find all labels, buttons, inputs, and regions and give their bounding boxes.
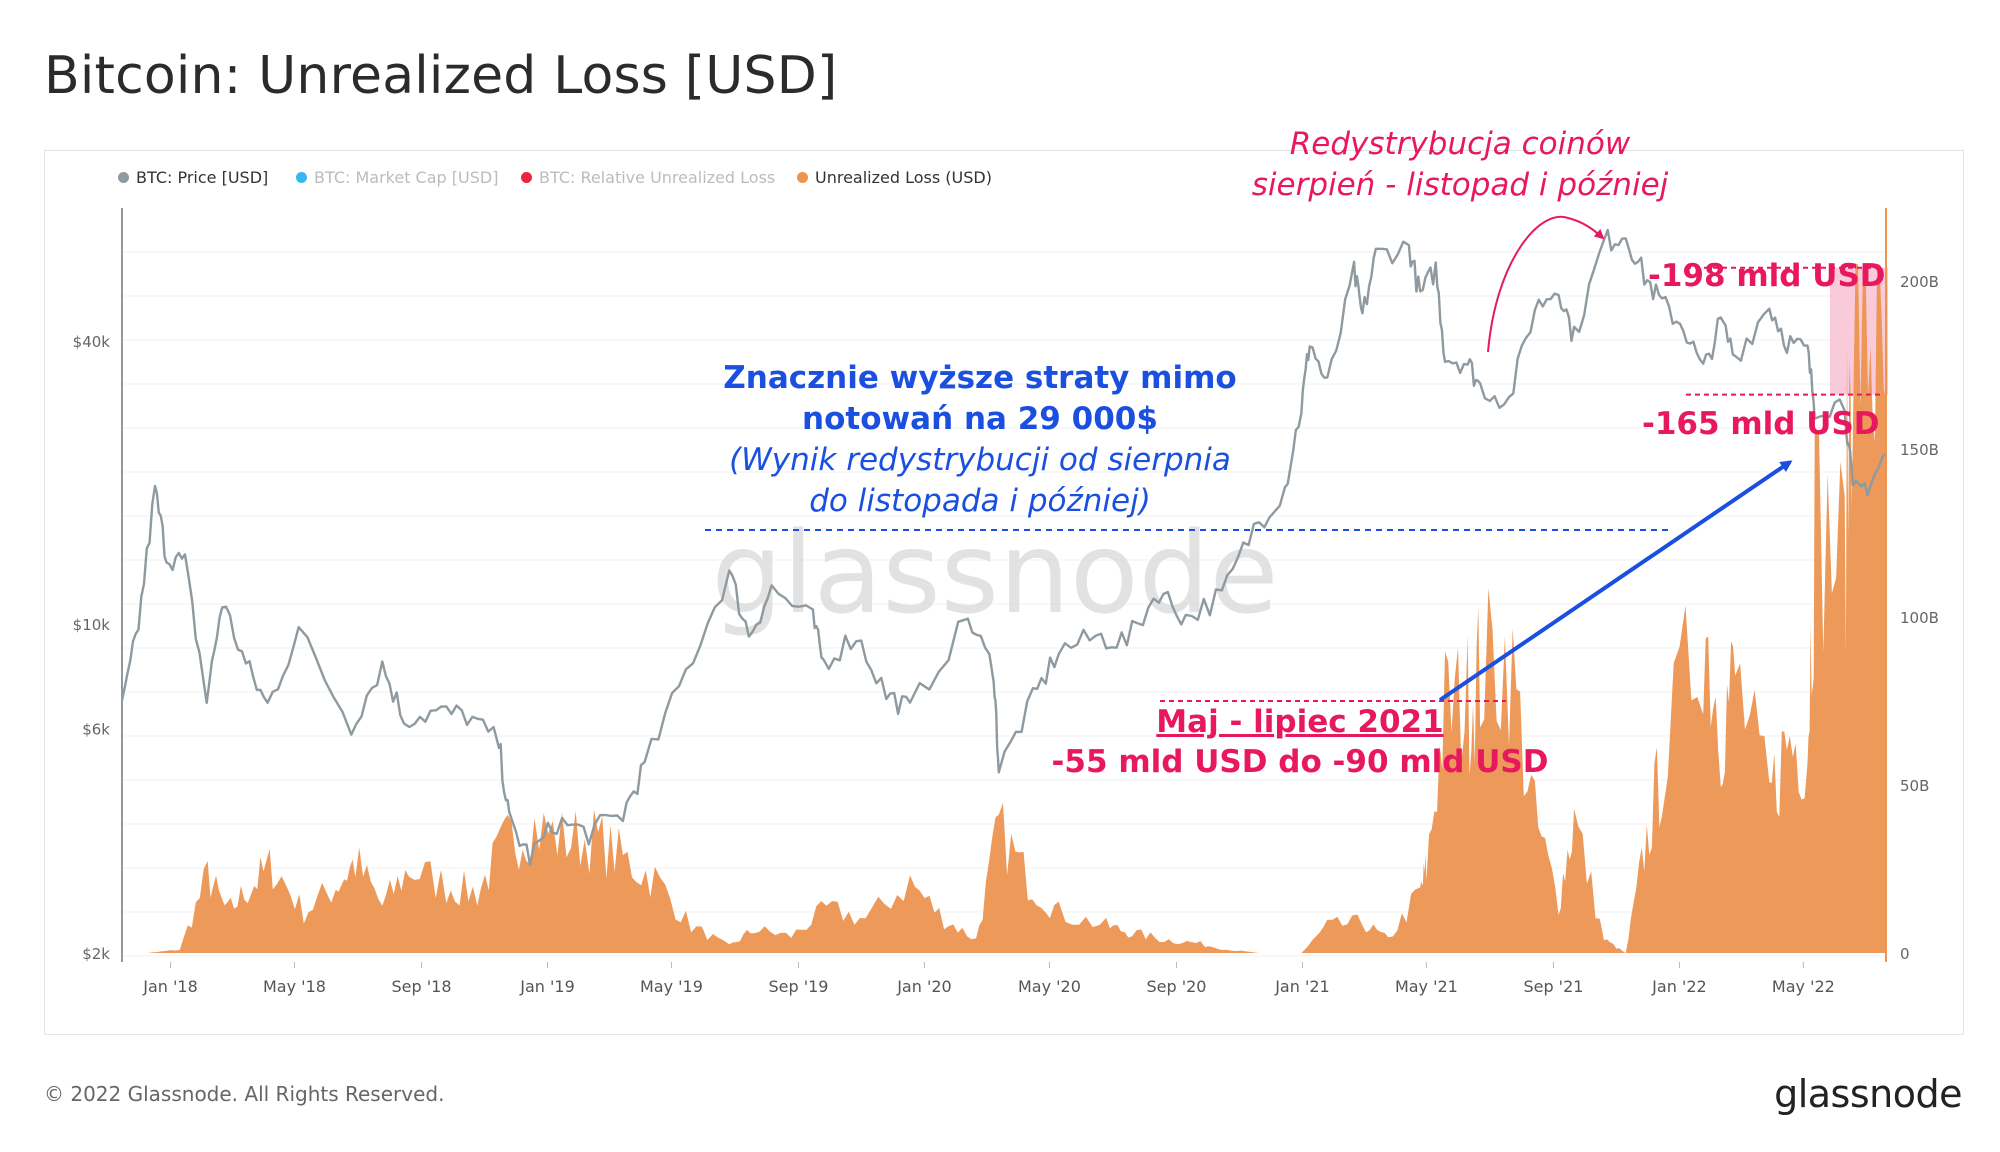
x-tick-label: Jan '21 bbox=[1274, 977, 1330, 996]
unrealized-loss-series bbox=[122, 264, 1886, 953]
x-tick-label: May '22 bbox=[1772, 977, 1835, 996]
legend-item-price[interactable]: BTC: Price [USD] bbox=[118, 168, 268, 187]
left-tick-label: $6k bbox=[82, 721, 110, 739]
x-tick-label: Jan '20 bbox=[896, 977, 952, 996]
right-tick-label: 50B bbox=[1900, 777, 1929, 795]
x-tick-label: Sep '21 bbox=[1523, 977, 1583, 996]
left-tick-label: $10k bbox=[73, 616, 111, 634]
right-tick-label: 200B bbox=[1900, 273, 1939, 291]
x-tick-label: Sep '18 bbox=[392, 977, 452, 996]
legend-item-relative-loss[interactable]: BTC: Relative Unrealized Loss bbox=[521, 168, 775, 187]
footer-copyright: © 2022 Glassnode. All Rights Reserved. bbox=[44, 1082, 445, 1106]
x-axis-ticks: Jan '18 May '18 Sep '18 Jan '19 May '19 Sep '… bbox=[142, 962, 1835, 996]
x-tick-label: Sep '19 bbox=[768, 977, 828, 996]
x-tick-label: May '18 bbox=[263, 977, 326, 996]
legend-item-market-cap[interactable]: BTC: Market Cap [USD] bbox=[296, 168, 498, 187]
watermark: glassnode bbox=[711, 509, 1278, 639]
right-axis-ticks: 0 50B 100B 150B 200B bbox=[1900, 273, 1939, 963]
left-axis-ticks: $2k $6k $10k $40k bbox=[73, 333, 111, 963]
pink-curved-arrow bbox=[1487, 215, 1605, 353]
x-tick-label: Sep '20 bbox=[1146, 977, 1206, 996]
legend-item-unrealized-loss[interactable]: Unrealized Loss (USD) bbox=[797, 168, 992, 187]
unrealized-loss-area bbox=[122, 264, 1886, 953]
annotation-lines bbox=[705, 215, 1884, 702]
legend-dot-icon bbox=[296, 172, 307, 183]
legend-dot-icon bbox=[118, 172, 129, 183]
x-tick-label: Jan '22 bbox=[1651, 977, 1707, 996]
footer-logo[interactable]: glassnode bbox=[1774, 1072, 1962, 1116]
right-tick-label: 100B bbox=[1900, 609, 1939, 627]
price-line bbox=[120, 228, 1887, 866]
annotation-loss-198: -198 mld USD bbox=[1648, 258, 1886, 294]
left-tick-label: $2k bbox=[82, 945, 110, 963]
x-tick-label: May '21 bbox=[1395, 977, 1458, 996]
blue-arrow bbox=[1438, 460, 1793, 702]
right-tick-label: 0 bbox=[1900, 945, 1910, 963]
annotation-redistribution: Redystrybucja coinów sierpień - listopad… bbox=[1251, 126, 1669, 203]
annotation-higher-losses: Znacznie wyższe straty mimo notowań na 2… bbox=[723, 360, 1237, 519]
x-tick-label: May '20 bbox=[1018, 977, 1081, 996]
right-tick-label: 150B bbox=[1900, 441, 1939, 459]
axes bbox=[121, 208, 1887, 962]
annotation-may-july-2021: Maj - lipiec 2021 -55 mld USD do -90 mld… bbox=[1051, 704, 1549, 780]
legend-dot-icon bbox=[797, 172, 808, 183]
btc-price-series bbox=[120, 228, 1887, 866]
chart-frame bbox=[44, 150, 1964, 1035]
page-title: Bitcoin: Unrealized Loss [USD] bbox=[44, 46, 838, 106]
x-tick-label: Jan '18 bbox=[142, 977, 198, 996]
annotation-loss-165: -165 mld USD bbox=[1642, 406, 1880, 442]
x-tick-label: Jan '19 bbox=[519, 977, 575, 996]
gridlines bbox=[122, 251, 1886, 957]
left-tick-label: $40k bbox=[73, 333, 111, 351]
x-tick-label: May '19 bbox=[640, 977, 703, 996]
legend-dot-icon bbox=[521, 172, 532, 183]
